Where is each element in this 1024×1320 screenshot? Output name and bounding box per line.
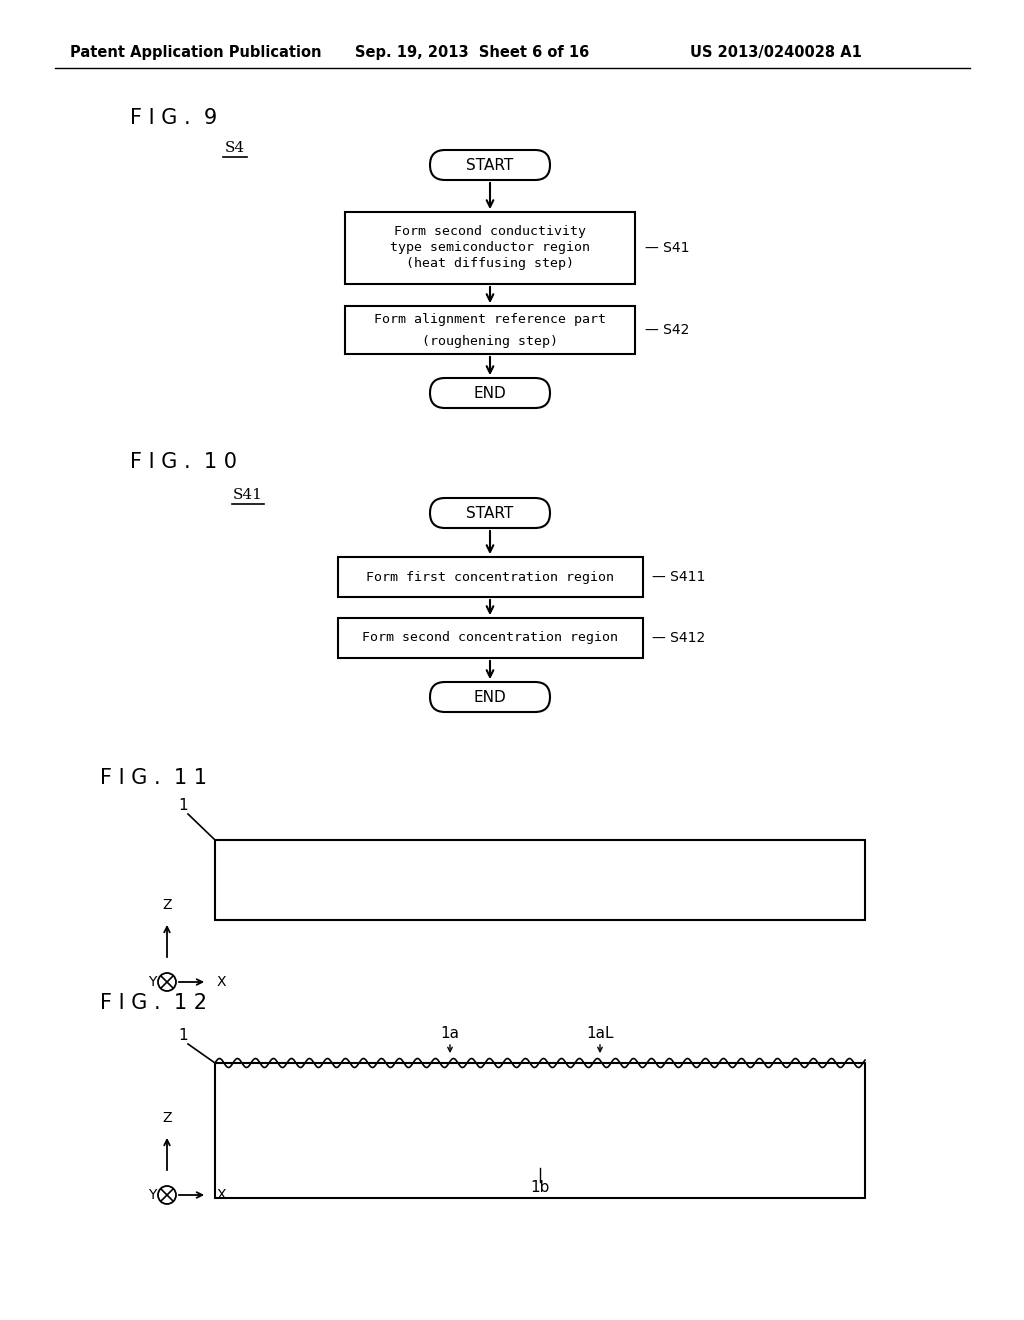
Text: F I G .  1 2: F I G . 1 2 bbox=[100, 993, 207, 1012]
Text: 1: 1 bbox=[178, 799, 187, 813]
Text: Form first concentration region: Form first concentration region bbox=[366, 570, 614, 583]
Circle shape bbox=[158, 1185, 176, 1204]
FancyBboxPatch shape bbox=[430, 682, 550, 711]
Text: — S412: — S412 bbox=[652, 631, 706, 645]
Text: 1aL: 1aL bbox=[587, 1026, 613, 1040]
Text: F I G .  1 1: F I G . 1 1 bbox=[100, 768, 207, 788]
Text: Y: Y bbox=[147, 1188, 156, 1203]
FancyBboxPatch shape bbox=[430, 378, 550, 408]
Text: START: START bbox=[466, 506, 514, 520]
Text: X: X bbox=[217, 975, 226, 989]
Bar bbox=[215, 840, 865, 920]
Text: START: START bbox=[466, 157, 514, 173]
Text: Patent Application Publication: Patent Application Publication bbox=[70, 45, 322, 59]
Circle shape bbox=[158, 973, 176, 991]
Text: — S411: — S411 bbox=[652, 570, 706, 583]
Text: S4: S4 bbox=[225, 141, 245, 154]
Text: S41: S41 bbox=[233, 488, 263, 502]
Text: 1b: 1b bbox=[530, 1180, 550, 1196]
Text: F I G .  9: F I G . 9 bbox=[130, 108, 217, 128]
Text: Sep. 19, 2013  Sheet 6 of 16: Sep. 19, 2013 Sheet 6 of 16 bbox=[355, 45, 589, 59]
Text: Y: Y bbox=[147, 975, 156, 989]
Text: — S42: — S42 bbox=[645, 323, 689, 337]
Text: END: END bbox=[474, 689, 507, 705]
Text: Z: Z bbox=[162, 1111, 172, 1125]
Bar bbox=[345, 213, 635, 284]
Text: Form alignment reference part: Form alignment reference part bbox=[374, 313, 606, 326]
Text: Form second conductivity: Form second conductivity bbox=[394, 226, 586, 239]
Text: type semiconductor region: type semiconductor region bbox=[390, 242, 590, 255]
Text: (heat diffusing step): (heat diffusing step) bbox=[406, 257, 574, 271]
Bar bbox=[215, 1063, 865, 1199]
FancyBboxPatch shape bbox=[430, 498, 550, 528]
Bar bbox=[338, 618, 642, 657]
Bar bbox=[338, 557, 642, 597]
Bar bbox=[345, 306, 635, 354]
Text: Z: Z bbox=[162, 898, 172, 912]
Text: (roughening step): (roughening step) bbox=[422, 334, 558, 347]
Text: 1a: 1a bbox=[440, 1026, 460, 1040]
Text: Form second concentration region: Form second concentration region bbox=[362, 631, 618, 644]
Text: US 2013/0240028 A1: US 2013/0240028 A1 bbox=[690, 45, 862, 59]
Text: X: X bbox=[217, 1188, 226, 1203]
Text: 1: 1 bbox=[178, 1028, 187, 1044]
FancyBboxPatch shape bbox=[430, 150, 550, 180]
Text: END: END bbox=[474, 385, 507, 400]
Text: — S41: — S41 bbox=[645, 242, 689, 255]
Text: F I G .  1 0: F I G . 1 0 bbox=[130, 451, 237, 473]
